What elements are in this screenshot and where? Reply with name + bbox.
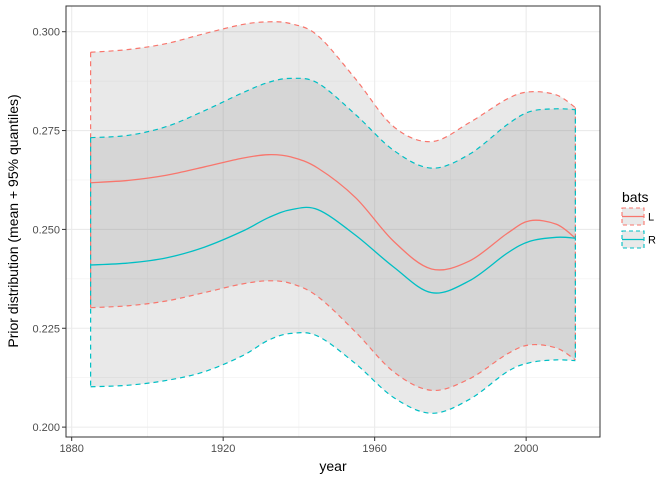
upper-quantile-R bbox=[90, 77, 576, 169]
mean-line-L bbox=[90, 153, 576, 271]
legend-label-R: R bbox=[648, 235, 656, 247]
x-tick-label: 1880 bbox=[59, 443, 83, 455]
x-tick-label: 1960 bbox=[362, 443, 386, 455]
y-tick-label: 0.250 bbox=[32, 224, 60, 236]
plot-panel bbox=[65, 5, 601, 438]
x-tick-label: 1920 bbox=[211, 443, 235, 455]
y-tick-label: 0.275 bbox=[32, 126, 60, 138]
y-axis-title: Prior distribution (mean + 95% quantiles… bbox=[5, 94, 21, 347]
mean-line-R bbox=[90, 206, 576, 294]
x-tick-label: 2000 bbox=[514, 443, 538, 455]
ribbon-L bbox=[90, 21, 576, 391]
y-tick-label: 0.300 bbox=[32, 27, 60, 39]
ribbon-R bbox=[90, 78, 576, 414]
y-tick-label: 0.200 bbox=[32, 422, 60, 434]
legend-keys: LR bbox=[621, 207, 656, 249]
y-tick-label: 0.225 bbox=[32, 323, 60, 335]
x-axis-title: year bbox=[319, 458, 347, 474]
legend: bats LR bbox=[621, 189, 656, 249]
panel-border bbox=[65, 5, 601, 438]
lower-quantile-L bbox=[90, 280, 576, 392]
legend-title: bats bbox=[622, 189, 648, 205]
ribbon-layer bbox=[90, 21, 576, 414]
line-layer bbox=[90, 21, 576, 414]
panel-background bbox=[66, 6, 600, 437]
axis-layer: 1880 1920 1960 2000 0.200 0.225 0.250 0.275 0.30… bbox=[32, 27, 538, 455]
legend-label-L: L bbox=[648, 212, 654, 224]
lower-quantile-R bbox=[90, 332, 576, 414]
